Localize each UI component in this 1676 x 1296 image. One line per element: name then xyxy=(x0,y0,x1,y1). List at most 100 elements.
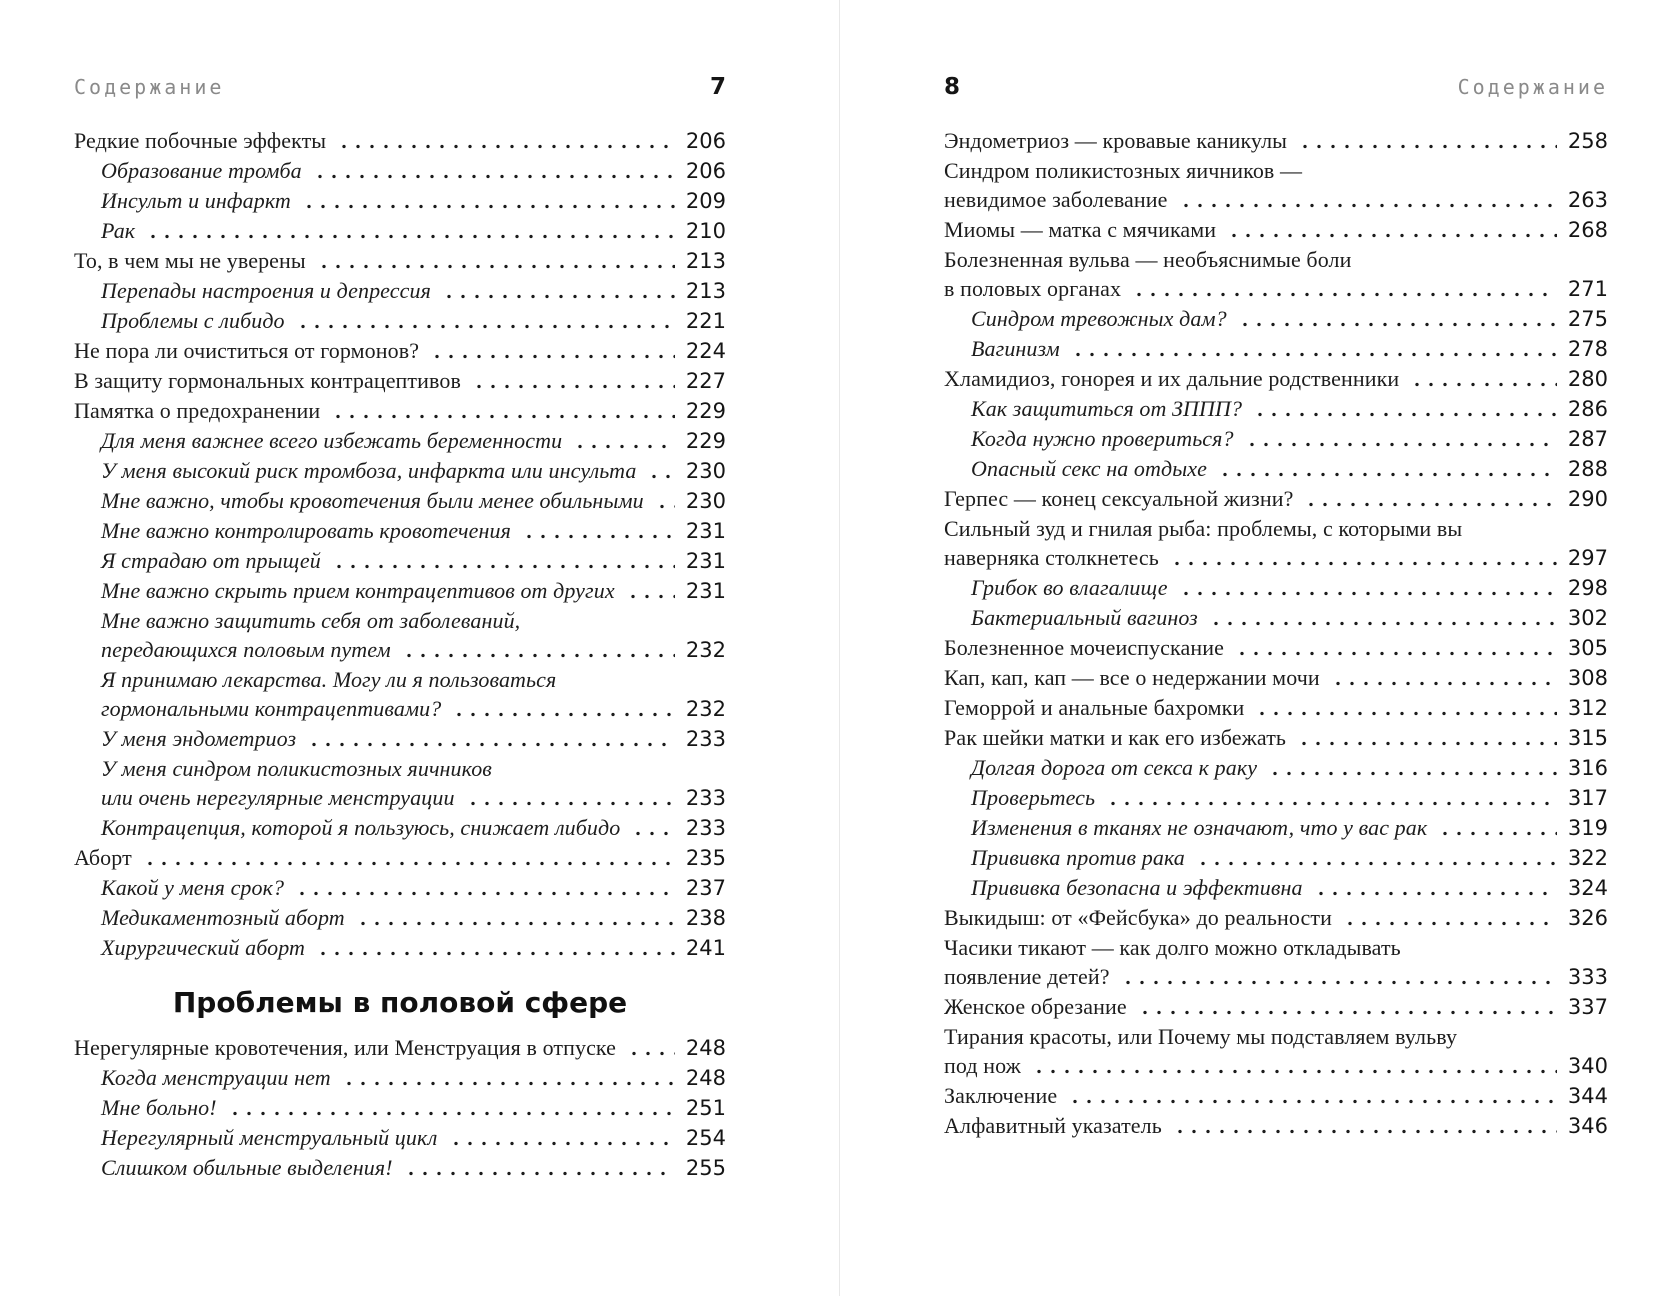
toc-entry-title: Прививка против рака xyxy=(971,845,1185,870)
toc-row: Как защититься от ЗППП? 286 xyxy=(944,394,1608,424)
toc-page-number: 322 xyxy=(1567,846,1608,870)
page-8: 8 Содержание Эндометриоз — кровавые кани… xyxy=(838,0,1676,1296)
toc-row: Мне больно! 251 xyxy=(74,1093,726,1123)
dot-leader xyxy=(1294,723,1557,753)
toc-entry-title: появление детей? xyxy=(944,964,1110,989)
dot-leader xyxy=(1214,454,1557,484)
toc-page-number: 317 xyxy=(1567,786,1608,810)
toc-page-number: 231 xyxy=(685,579,726,603)
toc-row: Прививка безопасна и эффективна 324 xyxy=(944,873,1608,903)
page-8-header: 8 Содержание xyxy=(944,74,1608,100)
toc-row: Медикаментозный аборт 238 xyxy=(74,903,726,933)
dot-leader xyxy=(468,366,675,396)
toc-entry-title: Хламидиоз, гонорея и их дальние родствен… xyxy=(944,366,1400,391)
toc-entry-title: Мне важно, чтобы кровотечения были менее… xyxy=(101,488,644,513)
dot-leader xyxy=(292,873,675,903)
toc-page-number: 254 xyxy=(685,1126,726,1150)
toc-entry-title: Синдром тревожных дам? xyxy=(971,306,1227,331)
running-title: Содержание xyxy=(74,75,225,99)
toc-page-number: 268 xyxy=(1567,218,1608,242)
toc-entry-title: Слишком обильные выделения! xyxy=(101,1155,393,1180)
toc-row: гормональными контрацептивами? 232 xyxy=(74,694,726,724)
toc-entry-title: Герпес — конец сексуальной жизни? xyxy=(944,486,1294,511)
toc-page-number: 275 xyxy=(1567,307,1608,331)
toc-row: Для меня важнее всего избежать беременно… xyxy=(74,426,726,456)
toc-row: невидимое заболевание 263 xyxy=(944,185,1608,215)
dot-leader xyxy=(328,396,675,426)
toc-row: Опасный секс на отдыхе 288 xyxy=(944,454,1608,484)
toc-row: или очень нерегулярные менструации 233 xyxy=(74,783,726,813)
toc-row: Изменения в тканях не означают, что у ва… xyxy=(944,813,1608,843)
page-number: 8 xyxy=(944,74,961,100)
dot-leader xyxy=(1224,215,1557,245)
toc-entry-title: Какой у меня срок? xyxy=(101,875,285,900)
toc-page-number: 232 xyxy=(685,697,726,721)
toc-entry-title: Рак xyxy=(101,218,136,243)
dot-leader xyxy=(1175,185,1557,215)
toc-entry-title: У меня высокий риск тромбоза, инфаркта и… xyxy=(101,458,637,483)
dot-leader xyxy=(1241,424,1557,454)
dot-leader xyxy=(338,1063,675,1093)
toc-entry-title: Часики тикают — как долго можно откладыв… xyxy=(944,935,1401,960)
toc-entry-title: Тирания красоты, или Почему мы подставля… xyxy=(944,1024,1458,1049)
toc-entry-title: передающихся половым путем xyxy=(101,637,391,662)
toc-list-right: Эндометриоз — кровавые каникулы 258 Синдро… xyxy=(944,126,1608,1141)
toc-page-number: 235 xyxy=(685,846,726,870)
dot-leader xyxy=(1192,843,1557,873)
dot-leader xyxy=(1134,992,1557,1022)
toc-entry-title: под нож xyxy=(944,1053,1021,1078)
toc-entry-title: Хирургический аборт xyxy=(101,935,306,960)
dot-leader xyxy=(1252,693,1557,723)
toc-page-number: 326 xyxy=(1567,906,1608,930)
toc-row: Перепады настроения и депрессия 213 xyxy=(74,276,726,306)
dot-leader xyxy=(570,426,675,456)
toc-row: передающихся половым путем 232 xyxy=(74,635,726,665)
toc-row: Нерегулярные кровотечения, или Менструац… xyxy=(74,1033,726,1063)
toc-entry-title: Для меня важнее всего избежать беременно… xyxy=(101,428,563,453)
dot-leader xyxy=(1231,633,1557,663)
dot-leader xyxy=(139,843,675,873)
toc-entry-title: Перепады настроения и депрессия xyxy=(101,278,431,303)
toc-page-number: 227 xyxy=(685,369,726,393)
toc-entry-title: Инсульт и инфаркт xyxy=(101,188,291,213)
toc-page-number: 229 xyxy=(685,399,726,423)
toc-entry-title: Я страдаю от прыщей xyxy=(101,548,321,573)
toc-page-number: 248 xyxy=(685,1036,726,1060)
toc-entry-title: Проверьтесь xyxy=(971,785,1096,810)
dot-leader xyxy=(1301,484,1557,514)
toc-row: Часики тикают — как долго можно откладыв… xyxy=(944,933,1608,962)
toc-list-left: Редкие побочные эффекты 206 Образование тр… xyxy=(74,126,726,1183)
toc-entry-title: Не пора ли очиститься от гормонов? xyxy=(74,338,420,363)
toc-page-number: 230 xyxy=(685,459,726,483)
toc-entry-title: Нерегулярные кровотечения, или Менструац… xyxy=(74,1035,617,1060)
toc-entry-title: В защиту гормональных контрацептивов xyxy=(74,368,461,393)
toc-entry-title: Эндометриоз — кровавые каникулы xyxy=(944,128,1288,153)
toc-entry-title: Заключение xyxy=(944,1083,1058,1108)
toc-page-number: 251 xyxy=(685,1096,726,1120)
toc-entry-title: У меня эндометриоз xyxy=(101,726,297,751)
toc-page-number: 221 xyxy=(685,309,726,333)
toc-row: Выкидыш: от «Фейсбука» до реальности 326 xyxy=(944,903,1608,933)
toc-row: То, в чем мы не уверены 213 xyxy=(74,246,726,276)
toc-row: Геморрой и анальные бахромки 312 xyxy=(944,693,1608,723)
toc-page-number: 255 xyxy=(685,1156,726,1180)
toc-page-number: 290 xyxy=(1567,487,1608,511)
dot-leader xyxy=(1435,813,1557,843)
toc-entry-title: Мне важно скрыть прием контрацептивов от… xyxy=(101,578,615,603)
toc-entry-title: в половых органах xyxy=(944,276,1122,301)
dot-leader xyxy=(1407,364,1557,394)
toc-page-number: 213 xyxy=(685,249,726,273)
dot-leader xyxy=(1103,783,1557,813)
toc-row: Мне важно скрыть прием контрацептивов от… xyxy=(74,576,726,606)
toc-entry-title: Болезненное мочеиспускание xyxy=(944,635,1224,660)
toc-page-number: 209 xyxy=(685,189,726,213)
toc-entry-title: Бактериальный вагиноз xyxy=(971,605,1198,630)
toc-row: Какой у меня срок? 237 xyxy=(74,873,726,903)
toc-entry-title: Памятка о предохранении xyxy=(74,398,321,423)
toc-row: Тирания красоты, или Почему мы подставля… xyxy=(944,1022,1608,1051)
toc-entry-title: Я принимаю лекарства. Могу ли я пользова… xyxy=(101,667,557,692)
toc-page-number: 231 xyxy=(685,519,726,543)
toc-page-number: 278 xyxy=(1567,337,1608,361)
toc-entry-title: Болезненная вульва — необъяснимые боли xyxy=(944,247,1352,272)
